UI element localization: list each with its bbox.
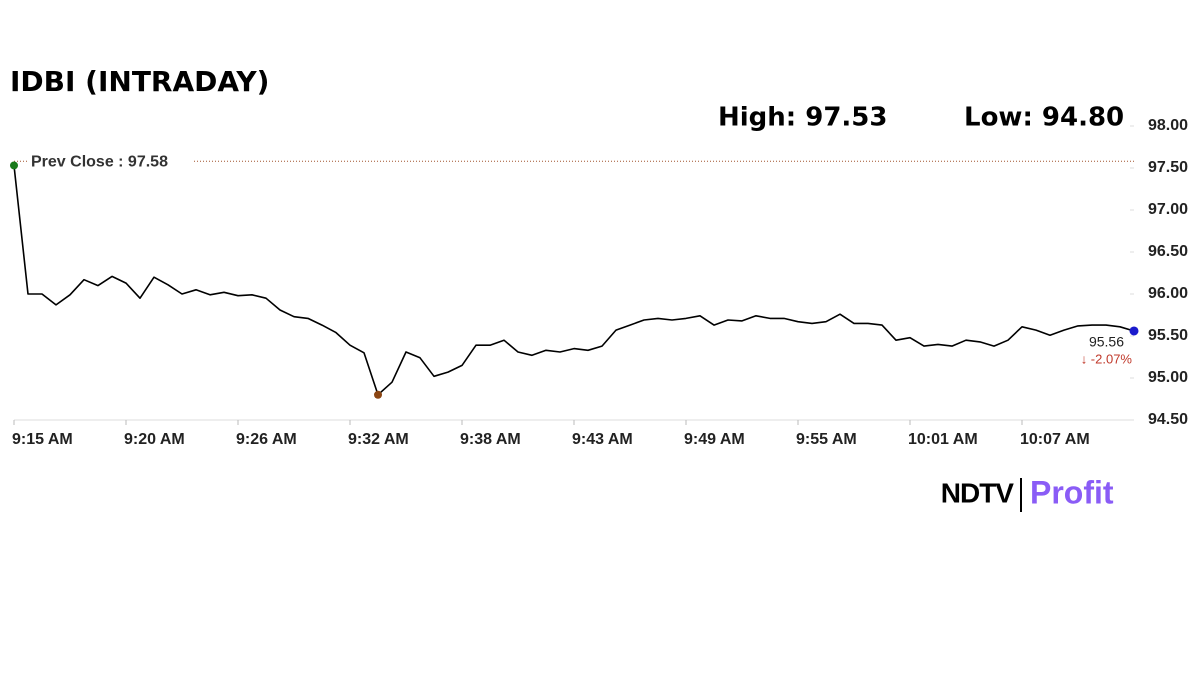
prev-close-label: Prev Close : 97.58: [31, 153, 168, 170]
x-tick-label: 9:43 AM: [572, 431, 633, 448]
chart-title: IDBI (INTRADAY): [10, 65, 269, 98]
y-tick-label: 98.00: [1148, 117, 1188, 134]
low-marker: [374, 390, 382, 399]
y-tick-label: 96.50: [1148, 243, 1188, 260]
x-tick-label: 9:26 AM: [236, 431, 297, 448]
prev-close-bg: [28, 150, 192, 171]
y-tick-label: 94.50: [1148, 411, 1188, 428]
y-tick-label: 96.00: [1148, 285, 1188, 302]
x-tick-label: 9:32 AM: [348, 431, 409, 448]
x-tick-label: 10:01 AM: [908, 431, 978, 448]
x-tick-label: 9:38 AM: [460, 431, 521, 448]
x-tick-label: 10:07 AM: [1020, 431, 1090, 448]
y-tick-label: 97.50: [1148, 159, 1188, 176]
end-marker: [1129, 326, 1139, 336]
x-tick-label: 9:20 AM: [124, 431, 185, 448]
price-line: [13, 165, 1135, 396]
y-tick-label: 95.00: [1148, 369, 1188, 386]
low-label: Low: 94.80: [964, 103, 1124, 133]
y-tick-label: 97.00: [1148, 201, 1188, 218]
x-tick-label: 9:49 AM: [684, 431, 745, 448]
start-marker: [10, 161, 18, 170]
brand: NDTV: [941, 477, 1015, 508]
last-value-label: 95.56: [1089, 334, 1124, 350]
high-label: High: 97.53: [718, 103, 887, 133]
x-tick-label: 9:55 AM: [796, 431, 857, 448]
y-tick-label: 95.50: [1148, 327, 1188, 344]
brand-sub: Profit: [1030, 474, 1114, 510]
x-tick-label: 9:15 AM: [12, 431, 73, 448]
change-label: ↓ -2.07%: [1081, 351, 1133, 366]
